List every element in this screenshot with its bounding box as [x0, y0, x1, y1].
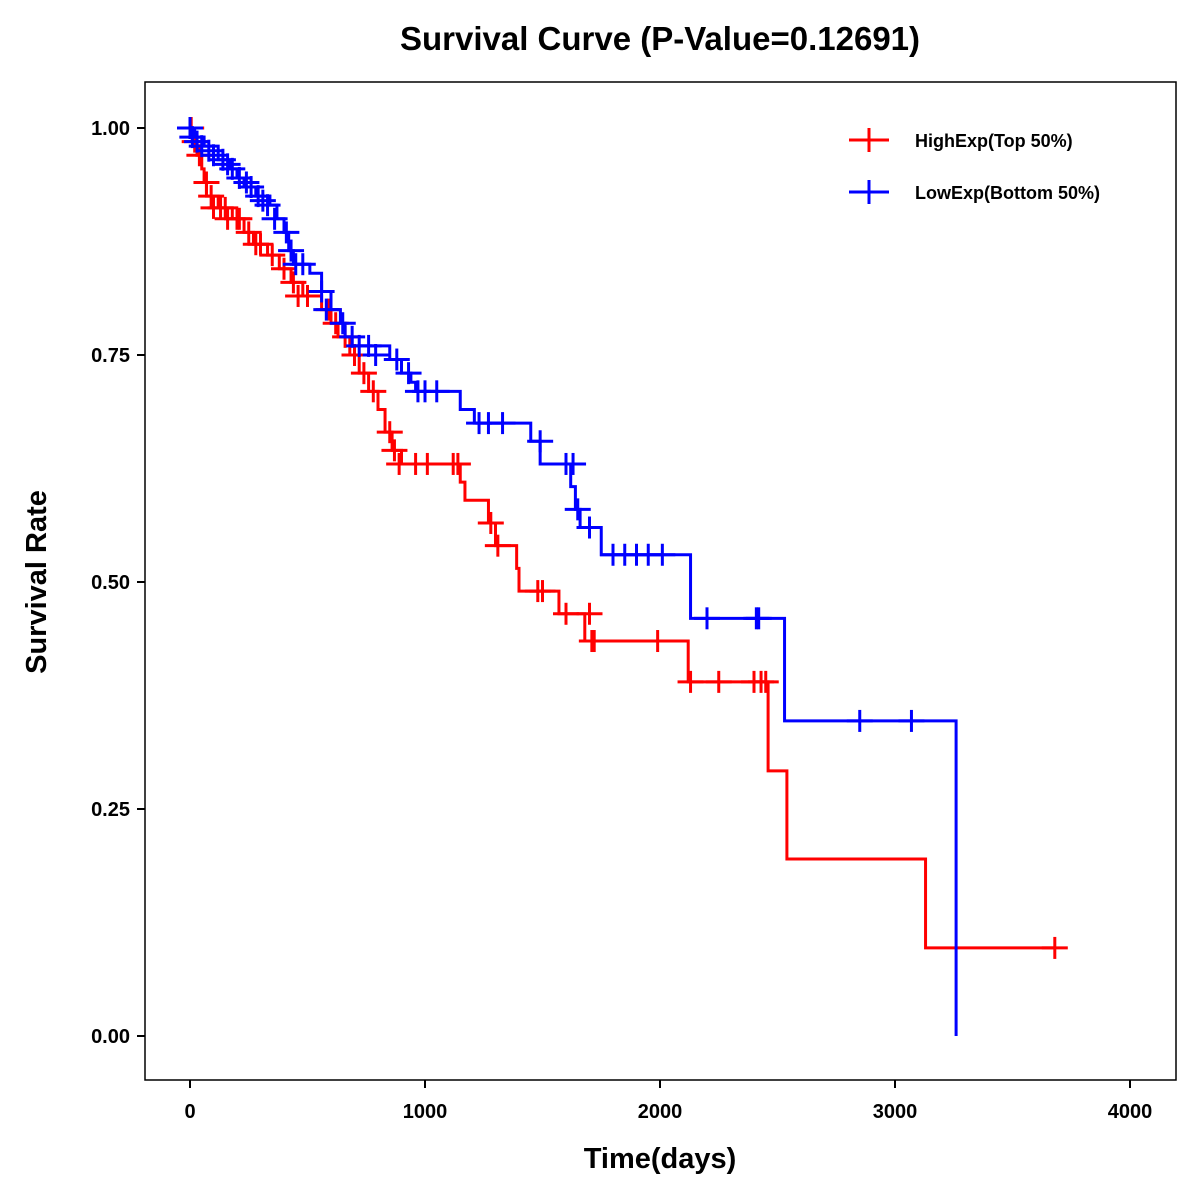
censor-mark	[527, 430, 554, 453]
y-tick-label: 0.75	[91, 345, 130, 367]
censor-mark	[271, 257, 297, 280]
censor-mark	[362, 344, 389, 366]
censor-mark	[564, 498, 591, 521]
censor-mark	[752, 670, 779, 693]
censor-mark	[238, 176, 265, 199]
censor-mark	[226, 166, 253, 189]
censor-mark	[198, 185, 225, 208]
censor-mark	[214, 153, 241, 176]
legend-item: HighExp(Top 50%)	[849, 128, 1073, 152]
y-axis-label: Survival Rate	[21, 490, 53, 674]
censor-mark	[177, 117, 203, 139]
censor-mark	[294, 284, 321, 307]
censor-mark	[383, 348, 410, 371]
x-axis-label: Time(days)	[584, 1143, 737, 1175]
censor-mark	[423, 380, 450, 403]
y-axis: 0.00 0.25 0.50 0.75 1.00	[91, 118, 145, 1048]
censor-mark	[553, 602, 579, 625]
censor-mark	[529, 580, 556, 603]
series-high-exp	[178, 117, 1068, 959]
censor-mark	[846, 709, 873, 732]
censor-mark	[184, 130, 211, 153]
legend-item: LowExp(Bottom 50%)	[849, 180, 1100, 204]
curves-layer	[177, 117, 1068, 1036]
censor-mark	[339, 325, 366, 348]
y-tick-label: 0.00	[91, 1026, 130, 1048]
series-low-exp	[177, 117, 958, 1036]
censor-mark	[273, 221, 300, 244]
plot-frame	[144, 81, 1177, 1081]
censor-mark	[289, 253, 316, 276]
censor-mark	[313, 298, 340, 321]
censor-mark	[581, 630, 608, 653]
y-tick-label: 0.50	[91, 572, 130, 594]
censor-mark	[484, 534, 511, 557]
censor-mark	[576, 602, 603, 625]
censor-mark	[278, 239, 305, 262]
censor-mark	[355, 334, 382, 357]
censor-mark	[219, 157, 246, 180]
censor-mark	[226, 207, 253, 230]
censor-mark	[1041, 936, 1068, 959]
censor-mark	[212, 196, 239, 219]
censor-mark	[195, 139, 222, 162]
censor-mark	[249, 189, 276, 212]
censor-mark	[898, 709, 925, 732]
survival-step-line	[190, 126, 1055, 950]
censor-mark	[308, 280, 335, 303]
censor-mark	[489, 412, 516, 435]
censor-mark	[381, 439, 408, 462]
censor-mark	[576, 516, 603, 539]
censor-mark	[477, 511, 504, 534]
legend: HighExp(Top 50%) LowExp(Bottom 50%)	[849, 128, 1100, 204]
x-axis: 0 1000 2000 3000 4000	[184, 1080, 1152, 1123]
censor-mark	[677, 670, 704, 693]
censor-mark	[414, 452, 441, 475]
censor-mark	[350, 362, 377, 385]
censor-mark	[745, 607, 772, 630]
censor-mark	[376, 421, 403, 444]
censor-mark	[193, 171, 220, 194]
censor-mark	[235, 221, 262, 244]
legend-label: LowExp(Bottom 50%)	[915, 183, 1100, 203]
censor-mark	[247, 233, 274, 256]
y-tick-label: 1.00	[91, 118, 130, 140]
survival-step-line	[190, 126, 958, 1036]
x-tick-label: 1000	[403, 1101, 448, 1123]
censor-mark	[188, 135, 215, 158]
censor-mark	[329, 312, 356, 335]
x-tick-label: 0	[184, 1101, 195, 1123]
legend-label: HighExp(Top 50%)	[915, 131, 1073, 151]
censor-mark	[395, 362, 422, 385]
censor-mark	[254, 194, 281, 217]
censor-mark	[280, 271, 307, 294]
censor-mark	[705, 670, 732, 693]
censor-mark	[233, 171, 260, 194]
x-tick-label: 3000	[873, 1101, 918, 1123]
x-tick-label: 2000	[638, 1101, 683, 1123]
x-tick-label: 4000	[1108, 1101, 1153, 1123]
censor-mark	[259, 244, 286, 267]
censor-mark	[360, 380, 387, 403]
censor-mark	[644, 630, 671, 653]
censor-mark	[560, 452, 587, 475]
censor-mark	[444, 452, 471, 475]
censor-mark	[261, 207, 288, 230]
chart-title: Survival Curve (P-Value=0.12691)	[400, 20, 920, 57]
censor-mark	[694, 607, 720, 630]
censor-mark	[649, 543, 676, 566]
y-tick-label: 0.25	[91, 799, 130, 821]
